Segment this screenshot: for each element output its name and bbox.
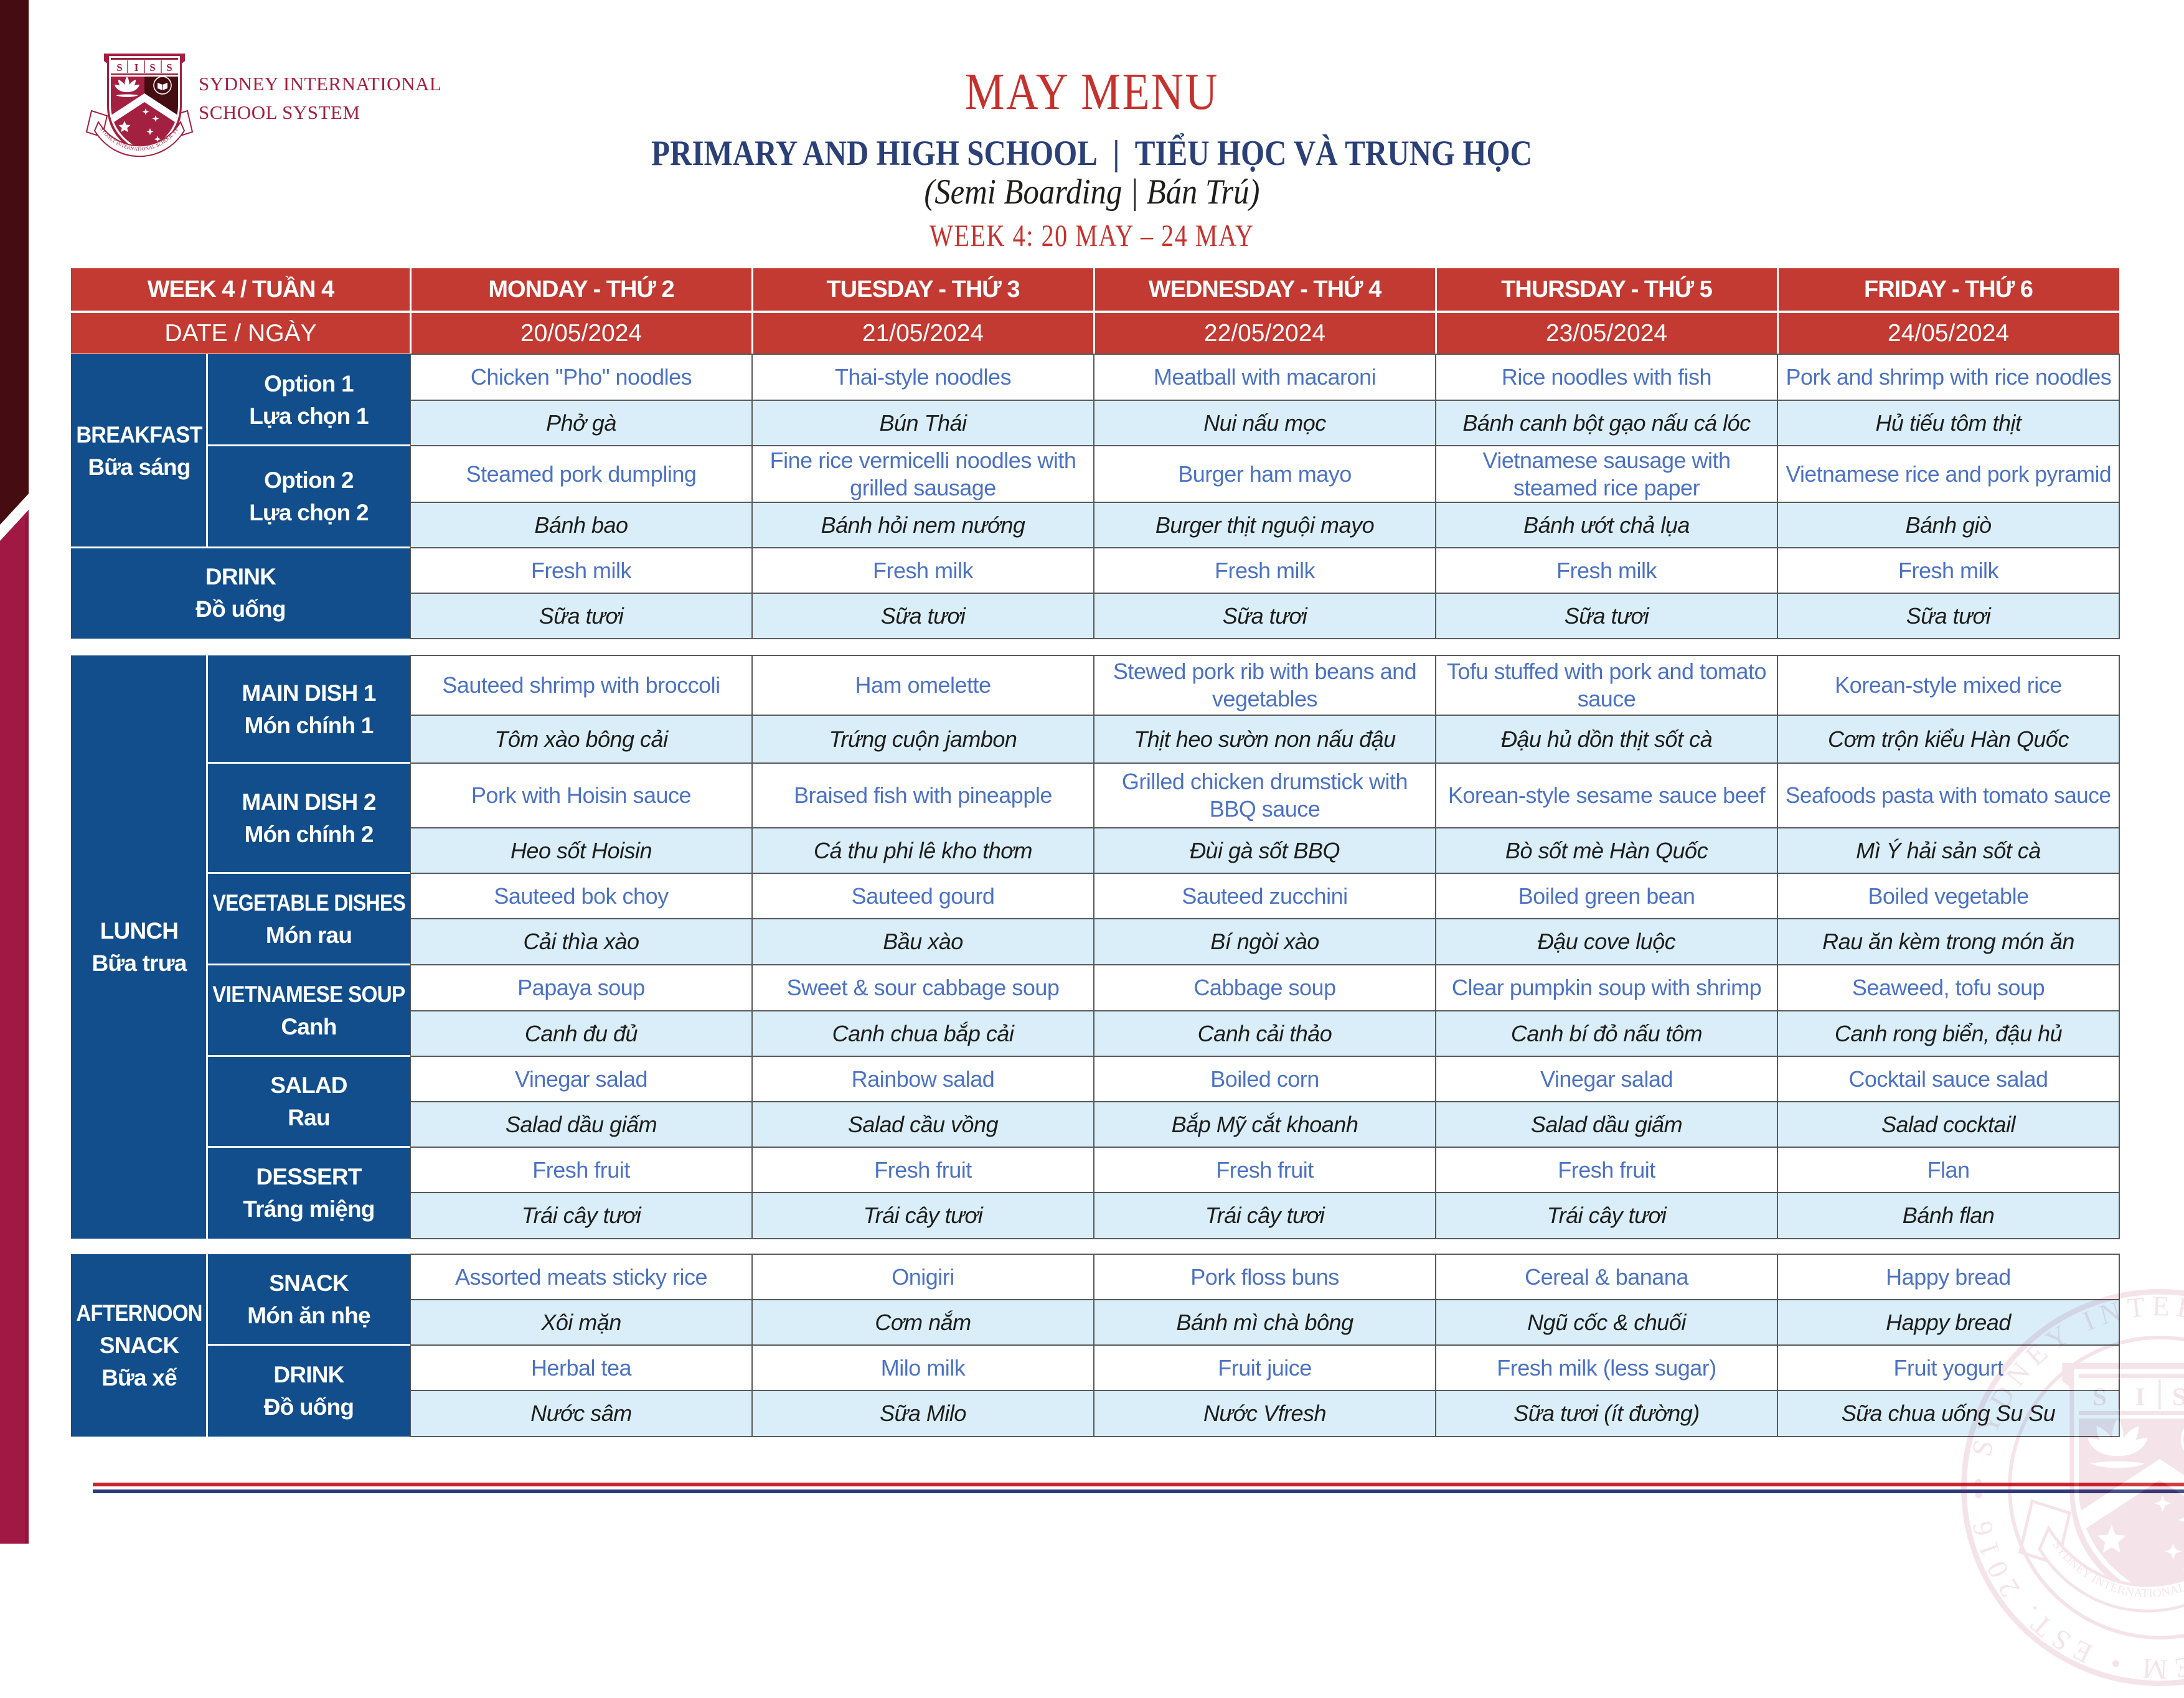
- svg-text:S: S: [166, 62, 172, 73]
- svg-text:S: S: [2092, 1382, 2107, 1410]
- svg-text:S: S: [2172, 1382, 2184, 1410]
- svg-text:S: S: [116, 62, 122, 73]
- svg-text:I: I: [134, 62, 139, 73]
- svg-text:I: I: [2135, 1382, 2145, 1410]
- svg-text:S: S: [149, 62, 155, 73]
